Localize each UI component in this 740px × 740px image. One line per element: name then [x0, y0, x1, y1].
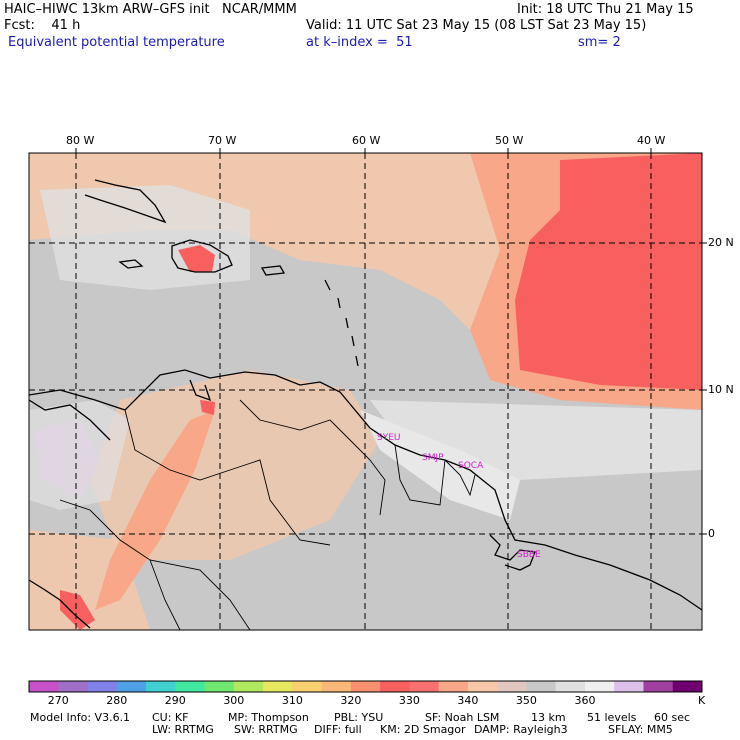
colorbar-swatch — [29, 681, 59, 692]
puerto-rico-coastline — [260, 265, 286, 276]
colorbar-frame — [28, 680, 703, 693]
colorbar-swatch — [58, 681, 89, 692]
south-america-coastline — [29, 369, 702, 611]
colorbar-swatch — [643, 681, 674, 692]
red-patch-hispaniola — [178, 245, 215, 272]
coastlines — [29, 179, 702, 629]
lat-lon-grid — [29, 153, 702, 630]
footer-model-info: Model Info: V3.6.1 — [30, 711, 131, 724]
colorbar-swatch — [467, 681, 498, 692]
colorbar-swatch — [87, 681, 118, 692]
red-patch-venezuela — [200, 400, 215, 415]
colorbar-swatch — [233, 681, 264, 692]
footer-timestep: 60 sec — [654, 711, 691, 724]
cuba-coastline — [84, 179, 167, 224]
colorbar-swatch — [409, 681, 440, 692]
init-time: Init: 18 UTC Thu 21 May 15 — [517, 2, 694, 17]
lon-label-50w: 50 W — [495, 134, 524, 147]
colorbar-tick-label: 300 — [223, 694, 245, 707]
red-region-east — [515, 153, 702, 390]
amazon-delta — [489, 534, 536, 571]
station-label-sbbe: SBBE — [517, 550, 541, 560]
colorbar-swatch — [584, 681, 615, 692]
smoothing: sm= 2 — [578, 35, 621, 50]
map-ticks — [75, 148, 707, 535]
colorbar-swatch — [380, 681, 410, 692]
salmon-streak-andes — [95, 410, 215, 610]
colorbar-swatch — [175, 681, 206, 692]
colorbar-tick-label: 270 — [47, 694, 69, 707]
model-title: HAIC–HIWC 13km ARW–GFS init NCAR/MMM — [4, 2, 297, 17]
colorbar-swatch — [321, 681, 352, 692]
colorbar-swatch — [497, 681, 527, 692]
footer-sflay: SFLAY: MM5 — [608, 723, 673, 736]
colorbar-tick-label: 330 — [398, 694, 420, 707]
colorbar-swatch — [116, 681, 147, 692]
station-label-smjp: SMJP — [422, 453, 444, 463]
jamaica-coastline — [118, 259, 144, 269]
footer-km: KM: 2D Smagor — [380, 723, 466, 736]
lon-label-80w: 80 W — [66, 134, 95, 147]
colorbar-tick-label: 340 — [457, 694, 479, 707]
forecast-hour: Fcst: 41 h — [4, 18, 81, 33]
footer-mp: MP: Thompson — [228, 711, 309, 724]
colorbar-tick-label: 290 — [164, 694, 186, 707]
level-index: at k–index = 51 — [306, 35, 413, 50]
lesser-antilles — [324, 279, 359, 367]
lat-label-10n: 10 N — [708, 383, 734, 396]
colorbar-tick-label: 360 — [574, 694, 596, 707]
colorbar-tick-label: 350 — [515, 694, 537, 707]
lon-label-60w: 60 W — [352, 134, 381, 147]
colorbar-swatch — [263, 681, 293, 692]
colorbar-swatches — [29, 681, 703, 692]
country-borders — [59, 399, 476, 630]
colorbar-swatch — [438, 681, 469, 692]
colorbar-tick-label: 280 — [106, 694, 128, 707]
colorbar-tick-label: 310 — [281, 694, 303, 707]
lightgray-region-pacific — [29, 400, 130, 510]
colorbar-swatch — [526, 681, 557, 692]
footer-resolution: 13 km — [531, 711, 566, 724]
lightgray-region-guianas — [360, 410, 520, 520]
station-label-syeu: SYEU — [377, 433, 400, 443]
colorbar-swatch — [672, 681, 703, 692]
lat-label-20n: 20 N — [708, 236, 734, 249]
footer-sw: SW: RRTMG — [234, 723, 298, 736]
central-america-coastline — [29, 399, 111, 441]
footer-lw: LW: RRTMG — [152, 723, 214, 736]
valid-time: Valid: 11 UTC Sat 23 May 15 (08 LST Sat … — [306, 18, 647, 33]
footer-diff: DIFF: full — [314, 723, 362, 736]
colorbar-swatch — [146, 681, 176, 692]
footer-sf: SF: Noah LSM — [425, 711, 500, 724]
colorbar-swatch — [204, 681, 235, 692]
footer-cu: CU: KF — [152, 711, 189, 724]
lat-label-0: 0 — [708, 527, 715, 540]
colorbar-swatch — [614, 681, 644, 692]
footer-pbl: PBL: YSU — [334, 711, 384, 724]
colorbar-tick-label: 320 — [340, 694, 362, 707]
lon-label-70w: 70 W — [208, 134, 237, 147]
footer-levels: 51 levels — [587, 711, 637, 724]
colorbar-swatch — [350, 681, 381, 692]
lon-label-40w: 40 W — [637, 134, 666, 147]
footer-damp: DAMP: Rayleigh3 — [474, 723, 568, 736]
red-patch-southwest — [60, 590, 95, 630]
pacific-coast — [29, 579, 91, 629]
colorbar-swatch — [292, 681, 323, 692]
gulf-of-venezuela — [189, 379, 212, 402]
colorbar-swatch — [555, 681, 586, 692]
station-label-soca: SOCA — [458, 461, 484, 471]
colorbar-unit: K — [698, 694, 706, 707]
field-name: Equivalent potential temperature — [8, 35, 225, 50]
